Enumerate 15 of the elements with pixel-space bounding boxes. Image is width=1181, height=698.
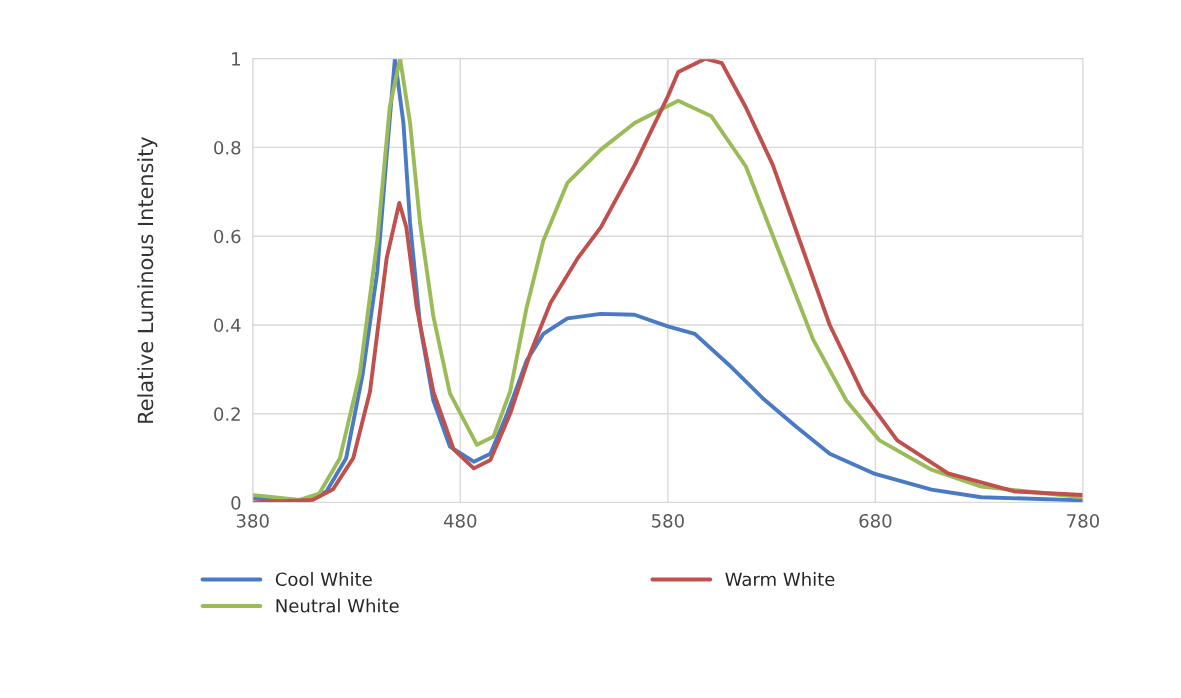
legend-label: Neutral White	[276, 598, 399, 613]
y-tick-label: 0.4	[214, 318, 241, 333]
legend-label: Warm White	[725, 572, 835, 587]
y-tick-label: 0.6	[214, 229, 241, 244]
y-tick-label: 0.2	[214, 407, 240, 421]
x-tick-label: 780	[1067, 513, 1100, 528]
x-tick-label: 580	[652, 513, 684, 528]
x-tick-label: 380	[236, 513, 269, 528]
y-tick-label: 0.8	[214, 140, 241, 155]
y-tick-label: 0	[231, 496, 241, 510]
y-axis-title: Relative Luminous Intensity	[137, 136, 158, 423]
x-tick-label: 480	[443, 513, 477, 528]
y-tick-label: 1	[232, 52, 240, 66]
legend-label: Cool White	[275, 572, 372, 587]
x-tick-label: 680	[859, 513, 892, 528]
